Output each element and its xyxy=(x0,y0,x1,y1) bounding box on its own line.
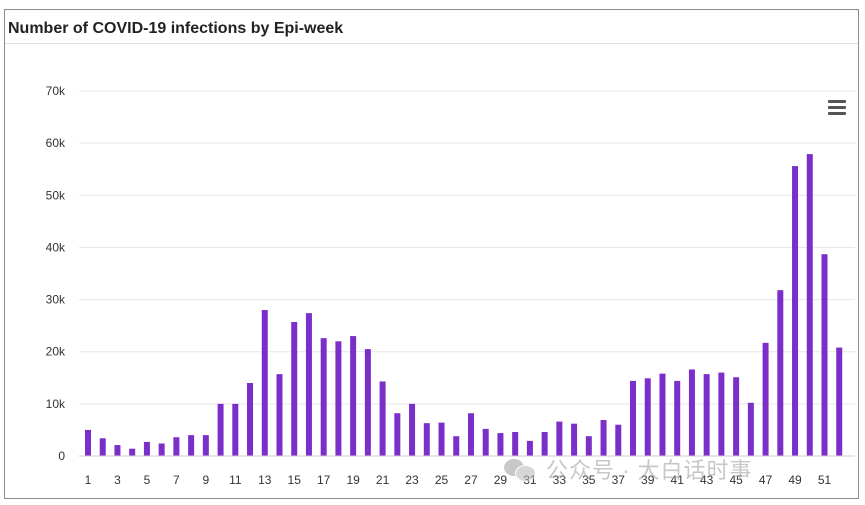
bar-week-20[interactable] xyxy=(364,349,371,456)
x-axis-ticks: 1357911131517192123252729313335373941434… xyxy=(85,473,832,487)
x-tick-label: 37 xyxy=(612,473,626,487)
x-tick-label: 39 xyxy=(641,473,655,487)
x-tick-label: 27 xyxy=(464,473,478,487)
x-tick-label: 21 xyxy=(376,473,390,487)
bar-week-26[interactable] xyxy=(453,436,460,456)
bar-week-5[interactable] xyxy=(143,441,150,456)
chart-header: Number of COVID-19 infections by Epi-wee… xyxy=(5,10,858,44)
watermark-text: 公众号 · 大白话时事 xyxy=(546,458,753,483)
bar-week-12[interactable] xyxy=(247,383,254,456)
bar-week-11[interactable] xyxy=(232,403,239,456)
bar-week-29[interactable] xyxy=(497,433,504,456)
y-axis-ticks: 0 10k 20k 30k 40k 50k 60k 70k xyxy=(46,84,66,463)
x-tick-label: 51 xyxy=(818,473,832,487)
bar-week-27[interactable] xyxy=(467,413,474,456)
bar-week-47[interactable] xyxy=(762,342,769,456)
bar-week-21[interactable] xyxy=(379,381,386,456)
bar-week-10[interactable] xyxy=(217,403,224,456)
bar-week-35[interactable] xyxy=(585,436,592,456)
y-tick-label: 30k xyxy=(46,293,66,307)
bar-week-8[interactable] xyxy=(188,435,195,456)
bar-week-36[interactable] xyxy=(600,420,607,456)
x-tick-label: 43 xyxy=(700,473,714,487)
x-tick-label: 29 xyxy=(494,473,508,487)
bar-week-28[interactable] xyxy=(482,428,489,456)
bar-week-1[interactable] xyxy=(85,429,91,456)
x-tick-label: 19 xyxy=(346,473,360,487)
bar-week-30[interactable] xyxy=(512,432,519,456)
bar-week-3[interactable] xyxy=(114,445,121,456)
bar-week-18[interactable] xyxy=(335,341,342,456)
x-tick-label: 25 xyxy=(435,473,449,487)
hamburger-menu-icon[interactable] xyxy=(828,100,846,115)
x-tick-label: 49 xyxy=(788,473,802,487)
watermark: 公众号 · 大白话时事 xyxy=(504,453,753,485)
x-tick-label: 11 xyxy=(229,473,242,487)
x-tick-label: 33 xyxy=(553,473,567,487)
x-tick-label: 41 xyxy=(671,473,685,487)
x-tick-label: 9 xyxy=(202,473,209,487)
y-tick-label: 10k xyxy=(46,397,66,411)
bar-week-41[interactable] xyxy=(674,380,681,456)
y-tick-label: 60k xyxy=(46,136,66,150)
bar-week-19[interactable] xyxy=(350,336,357,456)
bar-week-43[interactable] xyxy=(703,374,710,456)
x-tick-label: 13 xyxy=(258,473,272,487)
bar-week-13[interactable] xyxy=(261,310,268,456)
x-tick-label: 35 xyxy=(582,473,596,487)
bar-week-38[interactable] xyxy=(630,380,637,456)
y-tick-label: 0 xyxy=(58,449,65,463)
bar-week-23[interactable] xyxy=(409,403,416,456)
bar-week-9[interactable] xyxy=(202,435,209,456)
bar-week-39[interactable] xyxy=(644,378,651,456)
x-tick-label: 47 xyxy=(759,473,773,487)
bar-week-46[interactable] xyxy=(747,402,754,456)
bar-week-45[interactable] xyxy=(733,377,740,456)
bar-week-49[interactable] xyxy=(792,166,799,457)
x-tick-label: 1 xyxy=(85,473,92,487)
gridlines xyxy=(79,90,855,405)
bar-week-31[interactable] xyxy=(526,440,533,456)
bar-week-16[interactable] xyxy=(305,313,312,456)
chart-title: Number of COVID-19 infections by Epi-wee… xyxy=(8,20,344,37)
bar-week-17[interactable] xyxy=(320,338,327,456)
bar-week-7[interactable] xyxy=(173,437,180,456)
bar-week-22[interactable] xyxy=(394,413,401,456)
x-tick-label: 7 xyxy=(173,473,180,487)
bar-week-51[interactable] xyxy=(821,254,828,456)
y-tick-label: 70k xyxy=(46,84,66,98)
bar-week-15[interactable] xyxy=(291,321,298,456)
bar-week-33[interactable] xyxy=(556,421,563,456)
bar-week-14[interactable] xyxy=(276,374,283,456)
bar-week-4[interactable] xyxy=(129,448,136,456)
bars xyxy=(85,154,843,457)
bar-week-50[interactable] xyxy=(806,154,813,457)
bar-week-25[interactable] xyxy=(438,422,445,456)
y-tick-label: 40k xyxy=(46,240,66,254)
bar-week-42[interactable] xyxy=(688,369,695,456)
bar-week-2[interactable] xyxy=(99,438,106,456)
bar-week-6[interactable] xyxy=(158,443,165,456)
y-tick-label: 20k xyxy=(46,345,66,359)
chart-container: Number of COVID-19 infections by Epi-wee… xyxy=(4,9,859,499)
bar-week-52[interactable] xyxy=(836,347,843,456)
bar-week-44[interactable] xyxy=(718,372,725,456)
x-tick-label: 23 xyxy=(405,473,419,487)
bar-week-32[interactable] xyxy=(541,432,548,456)
wechat-icon xyxy=(504,457,536,482)
x-tick-label: 5 xyxy=(144,473,151,487)
y-tick-label: 50k xyxy=(46,188,66,202)
x-tick-label: 3 xyxy=(114,473,121,487)
bar-week-40[interactable] xyxy=(659,373,666,456)
bar-week-48[interactable] xyxy=(777,290,784,456)
bar-week-37[interactable] xyxy=(615,424,622,456)
bar-week-34[interactable] xyxy=(571,423,578,456)
x-tick-label: 45 xyxy=(729,473,743,487)
bar-week-24[interactable] xyxy=(423,423,430,456)
x-tick-label: 15 xyxy=(288,473,302,487)
x-tick-label: 17 xyxy=(317,473,331,487)
